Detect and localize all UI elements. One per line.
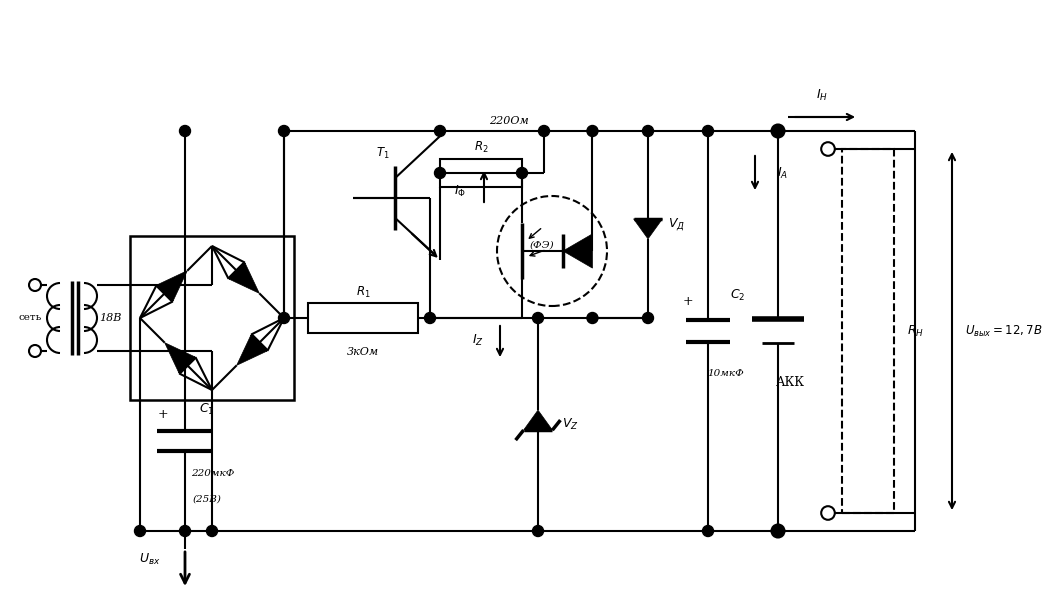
Text: $I_Z$: $I_Z$ <box>472 332 484 347</box>
Circle shape <box>434 168 446 178</box>
Circle shape <box>642 312 654 323</box>
Text: $C_2$: $C_2$ <box>730 288 746 303</box>
Text: 10мкФ: 10мкФ <box>708 368 745 377</box>
Circle shape <box>587 125 598 136</box>
Bar <box>308 303 418 333</box>
Circle shape <box>773 125 783 136</box>
Text: $R_2$: $R_2$ <box>474 139 488 154</box>
Circle shape <box>703 525 713 537</box>
Polygon shape <box>634 219 662 239</box>
Circle shape <box>278 125 290 136</box>
Polygon shape <box>164 343 196 373</box>
Text: $C_1$: $C_1$ <box>200 402 214 417</box>
Circle shape <box>278 312 290 323</box>
Text: 220Ом: 220Ом <box>490 116 529 126</box>
Bar <box>842 149 894 513</box>
Text: $T_1$: $T_1$ <box>377 145 390 160</box>
Circle shape <box>517 168 527 178</box>
Circle shape <box>180 525 190 537</box>
Text: сеть: сеть <box>19 314 42 323</box>
Polygon shape <box>228 262 259 293</box>
Polygon shape <box>236 335 268 365</box>
Text: $U_{вх}$: $U_{вх}$ <box>139 552 161 567</box>
Text: (25В): (25В) <box>192 494 222 504</box>
Circle shape <box>642 125 654 136</box>
Text: 18В: 18В <box>98 313 121 323</box>
Text: $I_Φ$: $I_Φ$ <box>454 183 467 198</box>
Text: (ФЭ): (ФЭ) <box>529 241 554 250</box>
Bar <box>130 236 294 400</box>
Circle shape <box>425 312 435 323</box>
Circle shape <box>532 312 544 323</box>
Text: 220мкФ: 220мкФ <box>191 470 234 479</box>
Circle shape <box>773 525 783 537</box>
Circle shape <box>587 312 598 323</box>
Circle shape <box>532 525 544 537</box>
Circle shape <box>135 525 145 537</box>
Circle shape <box>539 125 549 136</box>
Circle shape <box>434 125 446 136</box>
Polygon shape <box>157 271 187 302</box>
Text: $R_H$: $R_H$ <box>908 323 925 338</box>
Text: $V_Д$: $V_Д$ <box>667 216 684 232</box>
Circle shape <box>206 525 218 537</box>
Polygon shape <box>524 410 552 430</box>
Polygon shape <box>563 234 592 268</box>
Text: $V_Z$: $V_Z$ <box>562 417 578 432</box>
Text: АКК: АКК <box>775 376 804 390</box>
Text: $R_1$: $R_1$ <box>356 285 370 300</box>
Text: $U_{вых}=12,7В$: $U_{вых}=12,7В$ <box>965 323 1043 338</box>
Text: $I_H$: $I_H$ <box>816 87 828 103</box>
Circle shape <box>180 125 190 136</box>
Circle shape <box>703 125 713 136</box>
Text: 3кОм: 3кОм <box>347 347 379 357</box>
Text: $I_A$: $I_A$ <box>777 165 789 180</box>
Bar <box>440 159 522 187</box>
Text: +: + <box>683 294 693 308</box>
Text: +: + <box>158 408 168 420</box>
